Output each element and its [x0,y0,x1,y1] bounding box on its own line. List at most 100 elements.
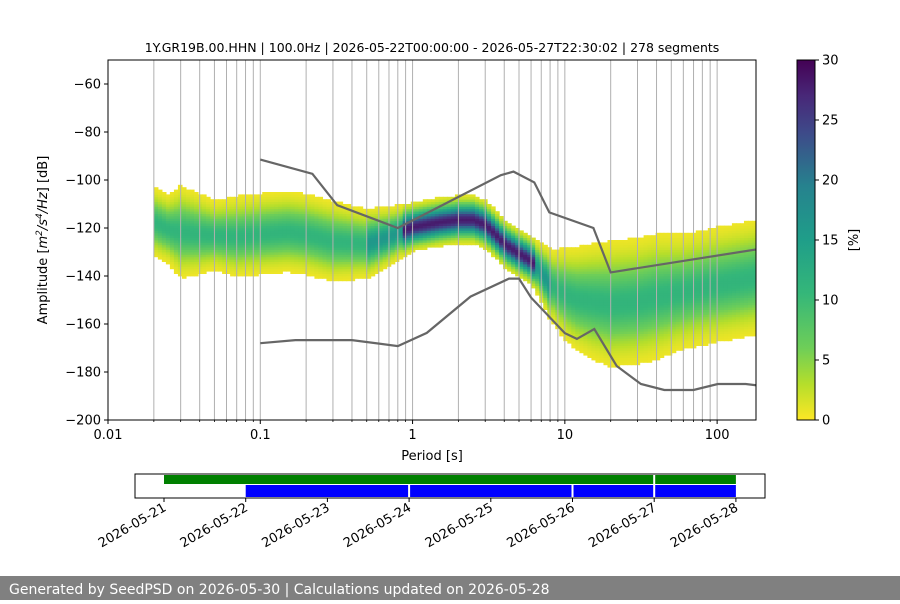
heatmap-cell [246,204,251,207]
heatmap-cell [595,295,601,298]
heatmap-cell [458,225,464,229]
heatmap-cell [278,192,283,195]
heatmap-cell [487,204,492,207]
heatmap-cell [153,223,159,226]
heatmap-cell [157,199,163,202]
heatmap-cell [218,244,223,248]
heatmap-cell [619,283,625,286]
heatmap-cell [169,206,175,210]
heatmap-cell [587,247,593,250]
heatmap-cell [157,237,163,241]
heatmap-cell [402,240,408,243]
heatmap-cell [719,307,725,310]
heatmap-cell [631,278,637,282]
heatmap-cell [671,340,677,344]
heatmap-cell [262,192,267,195]
heatmap-cell [599,256,605,260]
heatmap-cell [527,235,532,238]
heatmap-cell [563,264,568,267]
heatmap-cell [334,237,340,241]
heatmap-cell [627,324,633,327]
heatmap-cell [466,196,472,200]
heatmap-cell [515,240,520,243]
heatmap-cell [611,283,617,286]
heatmap-cell [378,216,384,219]
heatmap-cell [547,247,552,250]
heatmap-cell [575,280,580,284]
heatmap-cell [615,333,621,337]
heatmap-cell [683,266,689,270]
heatmap-cell [651,340,657,344]
heatmap-cell [511,264,516,267]
heatmap-cell [619,340,625,344]
heatmap-cell [595,266,601,270]
heatmap-cell [655,302,661,306]
heatmap-cell [422,201,428,205]
heatmap-cell [639,273,645,277]
heatmap-cell [575,328,580,332]
heatmap-cell [627,316,633,320]
heatmap-cell [382,225,388,229]
heatmap-cell [559,307,564,310]
heatmap-cell [711,288,717,291]
heatmap-cell [230,211,235,214]
heatmap-cell [723,249,729,253]
heatmap-cell [422,204,428,207]
heatmap-cell [398,223,404,226]
heatmap-cell [599,328,605,332]
heatmap-cell [282,259,287,262]
heatmap-cell [246,261,251,265]
heatmap-cell [599,355,605,358]
heatmap-cell [226,223,231,226]
heatmap-cell [491,254,496,258]
heatmap-cell [434,230,440,234]
heatmap-cell [723,280,729,284]
heatmap-cell [342,230,348,234]
heatmap-cell [639,283,645,286]
heatmap-cell [519,266,524,270]
heatmap-cell [731,256,737,260]
heatmap-cell [238,228,243,231]
heatmap-cell [671,285,677,289]
heatmap-cell [559,290,564,294]
heatmap-cell [615,280,621,284]
heatmap-cell [615,297,621,301]
heatmap-cell [543,271,548,274]
heatmap-cell [338,201,344,205]
heatmap-cell [282,237,287,241]
heatmap-cell [599,336,605,339]
heatmap-cell [310,196,316,200]
heatmap-cell [306,225,311,229]
heatmap-cell [623,312,629,315]
heatmap-cell [607,333,613,337]
heatmap-cell [647,319,653,322]
heatmap-cell [161,230,167,234]
heatmap-cell [667,314,673,318]
heatmap-cell [342,271,348,274]
heatmap-cell [426,204,432,207]
heatmap-cell [338,254,344,258]
heatmap-cell [615,319,621,322]
heatmap-cell [715,312,721,315]
heatmap-cell [366,268,372,272]
heatmap-cell [547,256,552,260]
heatmap-cell [531,273,536,277]
heatmap-cell [286,266,291,270]
heatmap-cell [266,259,271,262]
heatmap-cell [663,268,669,272]
heatmap-cell [583,276,588,279]
heatmap-cell [727,331,733,334]
heatmap-cell [294,247,299,250]
heatmap-cell [619,278,625,282]
heatmap-cell [362,235,368,238]
heatmap-cell [446,230,452,234]
heatmap-cell [515,261,520,265]
heatmap-cell [246,259,251,262]
heatmap-cell [157,192,163,195]
heatmap-cell [671,304,677,308]
heatmap-cell [627,273,633,277]
heatmap-cell [185,242,191,246]
heatmap-cell [643,280,649,284]
heatmap-cell [695,237,701,241]
heatmap-cell [571,249,576,253]
